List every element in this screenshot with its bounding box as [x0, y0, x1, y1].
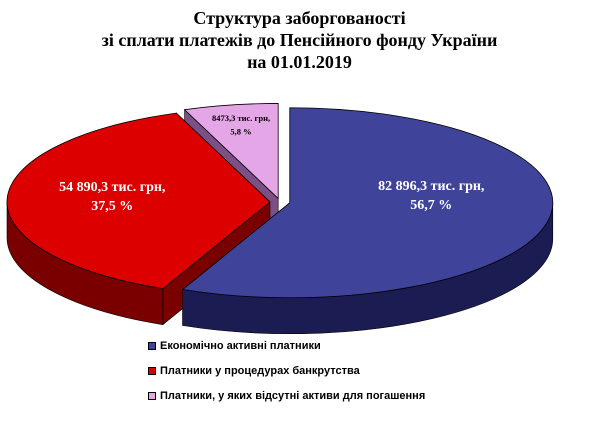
- legend-swatch-active: [148, 342, 156, 350]
- data-label-bankrupt-line-2: 37,5 %: [91, 199, 133, 214]
- legend-item-bankrupt: Платники у процедурах банкрутства: [148, 364, 360, 378]
- pie-top-layer: [6, 103, 554, 299]
- pie-slice-active: [181, 107, 554, 299]
- data-label-active-line-1: 82 896,3 тис. грн,: [378, 179, 484, 194]
- legend-item-active: Економічно активні платники: [148, 339, 321, 353]
- legend-label-no-assets: Платники, у яких відсутні активи для пог…: [160, 390, 426, 402]
- pie-slice-bankrupt: [6, 112, 271, 290]
- chart-title-line-3: на 01.01.2019: [247, 52, 352, 72]
- pie-label-layer: 82 896,3 тис. грн, 56,7 % 54 890,3 тис. гр…: [59, 113, 484, 214]
- data-label-active-line-2: 56,7 %: [410, 198, 452, 213]
- chart-title-line-2: зі сплати платежів до Пенсійного фонду У…: [101, 30, 498, 50]
- legend-swatch-no-assets: [148, 392, 156, 400]
- legend-label-bankrupt: Платники у процедурах банкрутства: [160, 365, 360, 377]
- legend-item-no-assets: Платники, у яких відсутні активи для пог…: [148, 389, 425, 403]
- pie-slice-no-assets: [183, 103, 279, 200]
- legend-label-active: Економічно активні платники: [160, 340, 321, 352]
- chart-title-line-1: Структура заборгованості: [193, 8, 406, 28]
- data-label-no-assets-line-1: 8473,3 тис. грн,: [212, 113, 270, 123]
- legend-swatch-bankrupt: [148, 367, 156, 375]
- data-label-bankrupt-line-1: 54 890,3 тис. грн,: [59, 180, 165, 195]
- data-label-no-assets-line-2: 5,8 %: [230, 126, 251, 136]
